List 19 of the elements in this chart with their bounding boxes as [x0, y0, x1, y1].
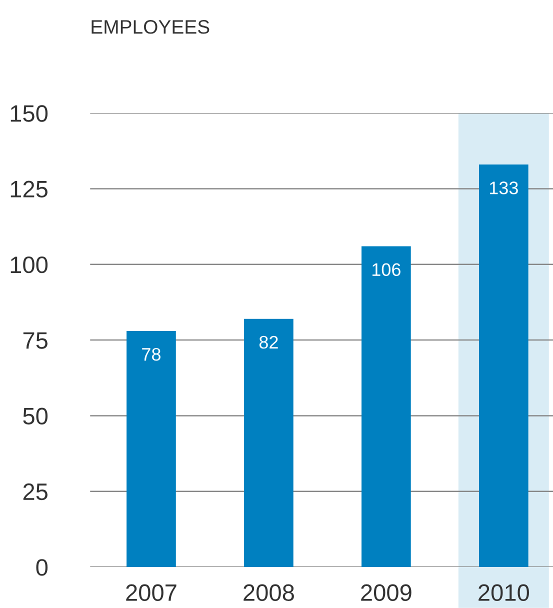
y-tick-label: 25 [23, 483, 48, 500]
data-label: 78 [142, 348, 160, 361]
y-tick-label: 125 [10, 180, 48, 198]
y-tick-label: 50 [23, 408, 48, 424]
x-tick-label: 2008 [244, 584, 294, 602]
y-tick-label: 75 [23, 332, 48, 349]
y-tick-label: 100 [10, 256, 48, 274]
data-label: 133 [490, 182, 518, 194]
x-tick-label: 2009 [361, 584, 412, 602]
bar [244, 318, 294, 568]
data-label: 82 [259, 336, 278, 349]
y-tick-label: 150 [10, 105, 48, 122]
bar [126, 330, 176, 568]
x-tick-label: 2010 [478, 584, 529, 602]
x-tick-label: 2007 [126, 584, 176, 602]
chart-title: EMPLOYEES [92, 20, 210, 34]
bar [362, 246, 411, 568]
data-label: 106 [372, 263, 400, 276]
y-tick-label: 0 [36, 559, 48, 576]
